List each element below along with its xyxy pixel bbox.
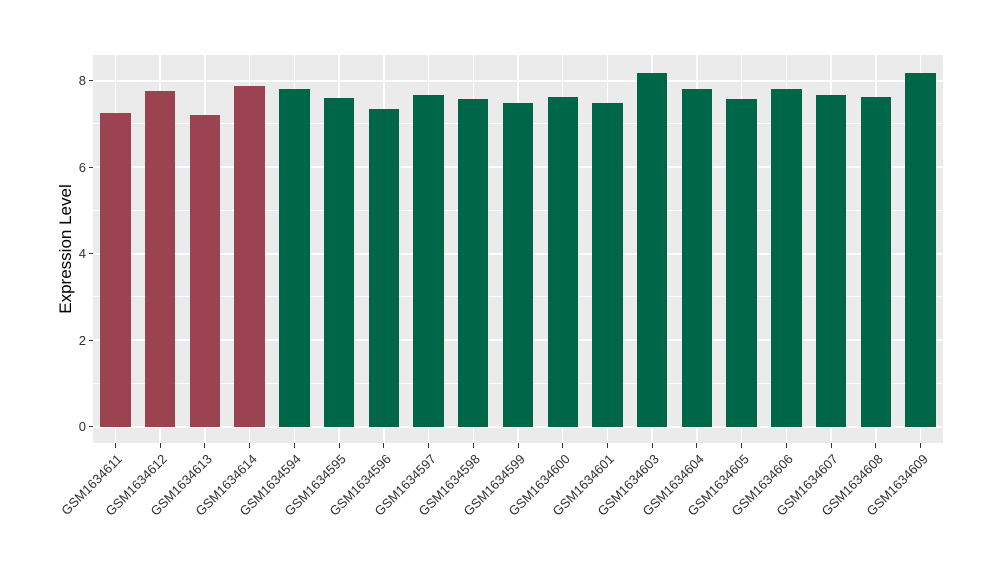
- x-tick-mark: [428, 443, 430, 448]
- y-tick-mark: [89, 253, 93, 255]
- y-tick-mark: [89, 426, 93, 428]
- bar: [189, 115, 221, 427]
- x-tick-mark: [204, 443, 206, 448]
- y-tick-label: 4: [78, 246, 86, 262]
- y-tick-mark: [89, 339, 93, 341]
- bar: [279, 88, 310, 427]
- x-tick-mark: [293, 443, 295, 448]
- y-tick-label: 2: [78, 332, 86, 348]
- x-tick-mark: [159, 443, 161, 448]
- bar: [100, 112, 131, 427]
- bar: [368, 108, 399, 427]
- gridline-major: [93, 79, 943, 82]
- y-tick-mark: [89, 80, 93, 82]
- bar: [726, 98, 757, 427]
- x-axis-labels: GSM1634611 GSM1634612 GSM1634613 GSM1634614…: [59, 450, 943, 550]
- y-tick-label: 8: [78, 73, 86, 89]
- bar: [592, 102, 623, 427]
- x-tick-mark: [741, 443, 743, 448]
- bar: [323, 97, 355, 427]
- bar: [458, 98, 489, 427]
- bar: [234, 85, 265, 427]
- bar: [860, 96, 892, 427]
- y-tick-mark: [89, 166, 93, 168]
- x-tick-mark: [920, 443, 922, 448]
- x-tick-mark: [606, 443, 608, 448]
- bar: [681, 88, 713, 427]
- bar: [905, 73, 936, 427]
- x-tick-mark: [651, 443, 653, 448]
- bar: [637, 73, 668, 427]
- x-tick-mark: [875, 443, 877, 448]
- x-tick-mark: [383, 443, 385, 448]
- bar: [815, 95, 847, 427]
- x-tick-mark: [338, 443, 340, 448]
- plot-panel: [93, 55, 943, 443]
- x-tick-mark: [562, 443, 564, 448]
- bar: [502, 103, 534, 427]
- x-tick-mark: [785, 443, 787, 448]
- bar: [771, 88, 802, 427]
- x-tick-mark: [114, 443, 116, 448]
- bar: [144, 91, 176, 427]
- x-tick-mark: [830, 443, 832, 448]
- x-tick-mark: [472, 443, 474, 448]
- x-tick-mark: [517, 443, 519, 448]
- x-tick-mark: [249, 443, 251, 448]
- bar: [547, 96, 578, 427]
- gridline-major: [93, 425, 943, 428]
- bar: [413, 95, 444, 427]
- y-tick-label: 0: [78, 419, 86, 435]
- x-tick-mark: [696, 443, 698, 448]
- y-tick-label: 6: [78, 159, 86, 175]
